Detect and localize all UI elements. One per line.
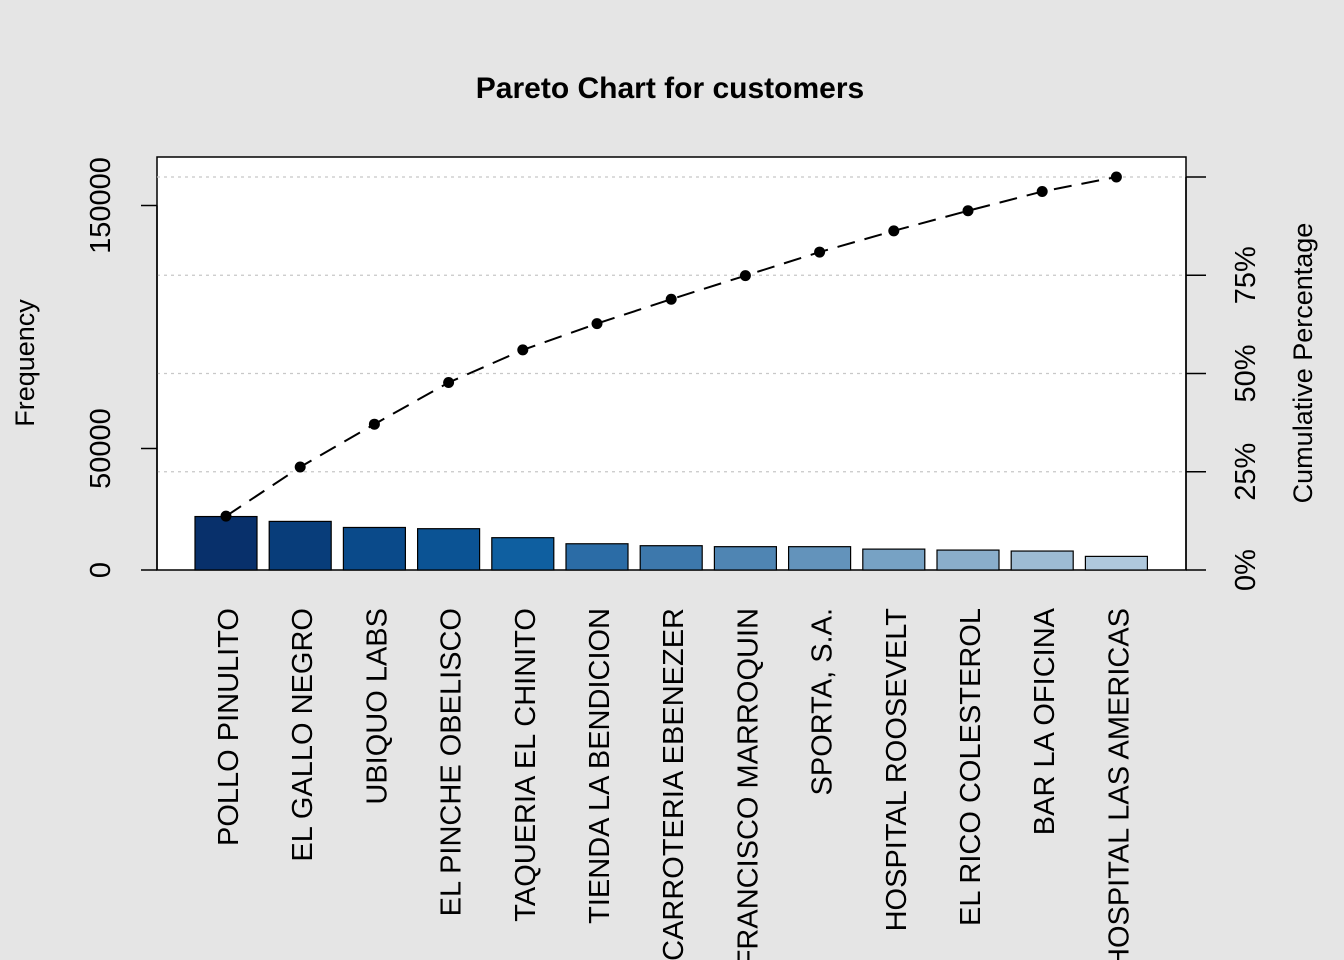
bar — [936, 549, 1000, 571]
right-tick-label: 50% — [1230, 344, 1262, 402]
cumulative-point — [443, 377, 455, 389]
bar — [1084, 555, 1149, 571]
left-tick-label: 0 — [85, 562, 117, 578]
category-labels: POLLO PINULITO EL GALLO NEGRO UBIQUO LABS E… — [213, 607, 1135, 960]
cumulative-point — [962, 205, 974, 217]
category-label: EL RICO COLESTEROL — [955, 608, 987, 926]
right-tick-label: 75% — [1230, 246, 1262, 304]
category-label: POLLO PINULITO — [213, 608, 245, 846]
cumulative-point — [739, 270, 751, 282]
cumulative-point — [1036, 186, 1048, 198]
cumulative-point — [368, 418, 380, 430]
bar — [787, 546, 852, 571]
bar — [268, 520, 332, 571]
y-axis-label: Frequency — [10, 299, 40, 427]
cumulative-line — [220, 171, 1122, 522]
left-tick-label: 50000 — [85, 408, 117, 489]
bar — [713, 546, 778, 571]
category-label: BAR LA OFICINA — [1029, 607, 1061, 835]
category-label: HOSPITAL ROOSEVELT — [881, 608, 913, 932]
right-y-axis: 0% 25% 50% 75% — [1185, 176, 1262, 591]
bar — [639, 545, 703, 571]
category-label: UBIQUO LABS — [361, 608, 393, 805]
cumulative-point — [888, 225, 900, 237]
right-axis-label: Cumulative Percentage — [1288, 223, 1318, 504]
right-tick-label: 25% — [1230, 443, 1262, 501]
right-tick-label: 0% — [1230, 549, 1262, 591]
cumulative-point — [814, 246, 826, 258]
bar — [1010, 550, 1074, 571]
category-label: CARROTERIA EBENEZER — [658, 608, 690, 960]
bar — [194, 515, 258, 571]
category-label: HOSPITAL LAS AMERICAS — [1103, 608, 1135, 960]
category-label: EL GALLO NEGRO — [287, 608, 319, 862]
category-label: TIENDA LA BENDICION — [584, 608, 616, 924]
plot-area — [156, 156, 1187, 571]
cumulative-point — [1110, 171, 1122, 183]
chart-title: Pareto Chart for customers — [476, 72, 864, 105]
cumulative-point — [591, 318, 603, 330]
bar — [862, 548, 926, 571]
cumulative-point — [517, 344, 529, 356]
category-label: EL PINCHE OBELISCO — [436, 608, 468, 916]
cumulative-point — [294, 461, 306, 473]
bar — [417, 528, 481, 571]
bars — [194, 515, 1149, 571]
category-label: TAQUERIA EL CHINITO — [510, 608, 542, 922]
bar — [565, 543, 629, 571]
cumulative-point — [665, 293, 677, 305]
left-y-axis: 0 50000 150000 — [85, 157, 158, 578]
category-label: FRANCISCO MARROQUIN — [732, 608, 764, 960]
cumulative-point — [220, 510, 232, 522]
left-tick-label: 150000 — [85, 157, 117, 254]
category-label: SPORTA, S.A. — [807, 608, 839, 795]
bar — [491, 537, 555, 571]
bar — [342, 526, 406, 571]
